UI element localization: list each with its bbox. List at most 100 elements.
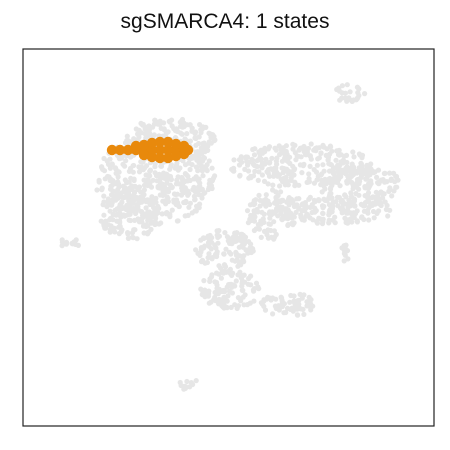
background-cell-point [193, 142, 199, 148]
background-cell-point [362, 185, 368, 191]
background-cell-point [294, 202, 300, 208]
background-cell-point [109, 182, 115, 188]
background-cell-point [337, 183, 343, 189]
background-cell-point [164, 194, 170, 200]
highlighted-cell-point [170, 138, 182, 150]
background-cell-point [387, 170, 393, 176]
background-cell-point [288, 175, 294, 181]
background-cell-point [273, 147, 279, 153]
background-cell-point [290, 222, 296, 228]
background-cell-point [326, 220, 332, 226]
background-cell-point [230, 270, 236, 276]
background-cell-point [285, 214, 291, 220]
background-cell-point [103, 218, 109, 224]
background-cell-point [152, 164, 158, 170]
background-cell-point [247, 300, 253, 306]
background-cell-point [213, 251, 219, 257]
background-cell-point [182, 162, 189, 168]
background-cell-point [199, 186, 205, 192]
background-cell-point [228, 304, 234, 310]
background-cell-point [388, 177, 394, 183]
background-cell-point [375, 167, 382, 173]
background-cell-point [270, 295, 276, 301]
background-cell-point [244, 208, 251, 214]
background-cell-point [279, 158, 285, 164]
background-cell-point [224, 234, 230, 240]
background-cell-point [259, 301, 265, 307]
background-cell-point [391, 188, 397, 194]
background-cell-point [347, 89, 353, 95]
background-cell-point [343, 248, 349, 255]
background-cell-point [125, 235, 131, 241]
background-cell-point [303, 152, 309, 158]
background-cell-point [359, 155, 365, 161]
highlighted-cell-point [154, 136, 166, 148]
background-cell-point [296, 196, 302, 202]
background-cell-point [119, 190, 125, 196]
background-cell-point [221, 251, 227, 257]
background-cell-point [248, 282, 254, 288]
background-cell-point [281, 310, 287, 316]
background-cell-point [336, 173, 343, 179]
background-cell-point [151, 132, 157, 138]
background-cell-point [366, 217, 372, 223]
background-cell-point [148, 215, 154, 221]
background-cell-point [166, 118, 172, 124]
highlighted-state-layer [106, 136, 194, 164]
background-cell-point [274, 155, 280, 161]
background-cell-point [342, 215, 348, 221]
background-cell-point [192, 135, 198, 141]
background-cell-point [150, 124, 156, 130]
background-cell-point [328, 144, 334, 150]
background-cell-point [281, 301, 287, 307]
background-cell-point [176, 203, 182, 209]
background-cell-point [153, 195, 159, 201]
background-cell-point [256, 169, 262, 175]
background-cell-point [376, 180, 382, 186]
background-cell-point [305, 179, 311, 185]
background-cell-point [376, 208, 382, 214]
background-cell-point [386, 188, 392, 194]
background-cell-point [200, 235, 207, 241]
background-cell-point [336, 147, 342, 153]
background-cell-point [184, 131, 190, 137]
background-cell-point [143, 222, 149, 228]
background-cell-point [216, 228, 222, 234]
background-cell-point [248, 249, 254, 256]
background-cell-point [295, 312, 301, 318]
background-cell-point [231, 157, 237, 163]
background-cell-point [113, 212, 119, 218]
background-cell-point [125, 211, 131, 217]
background-cell-point [339, 95, 345, 101]
background-cell-point [240, 244, 246, 250]
background-cell-point [362, 91, 368, 97]
highlighted-cell-point [130, 140, 142, 152]
background-cell-point [215, 240, 221, 246]
background-cell-point [308, 297, 314, 303]
background-cell-point [135, 206, 141, 212]
background-cell-point [369, 195, 375, 201]
background-cell-point [99, 187, 105, 193]
background-cell-point [277, 199, 283, 205]
background-cell-point [198, 286, 204, 292]
background-cell-point [270, 311, 276, 317]
background-cell-point [104, 204, 110, 210]
background-cell-point [126, 168, 132, 174]
background-cell-point [273, 195, 279, 201]
background-cell-point [216, 263, 222, 269]
background-cell-point [165, 189, 172, 195]
background-cell-point [289, 199, 295, 205]
background-cell-point [205, 186, 211, 193]
background-cell-point [211, 297, 217, 303]
background-cell-point [120, 212, 127, 218]
background-cell-point [259, 172, 265, 178]
background-cell-point [311, 147, 317, 153]
background-cell-point [239, 159, 245, 165]
background-cell-point [63, 239, 70, 245]
background-cell-point [206, 181, 212, 187]
background-cell-point [172, 165, 178, 171]
background-cell-point [283, 143, 289, 149]
background-cell-point [218, 297, 224, 303]
background-cell-point [99, 165, 105, 171]
background-cell-point [348, 97, 354, 103]
